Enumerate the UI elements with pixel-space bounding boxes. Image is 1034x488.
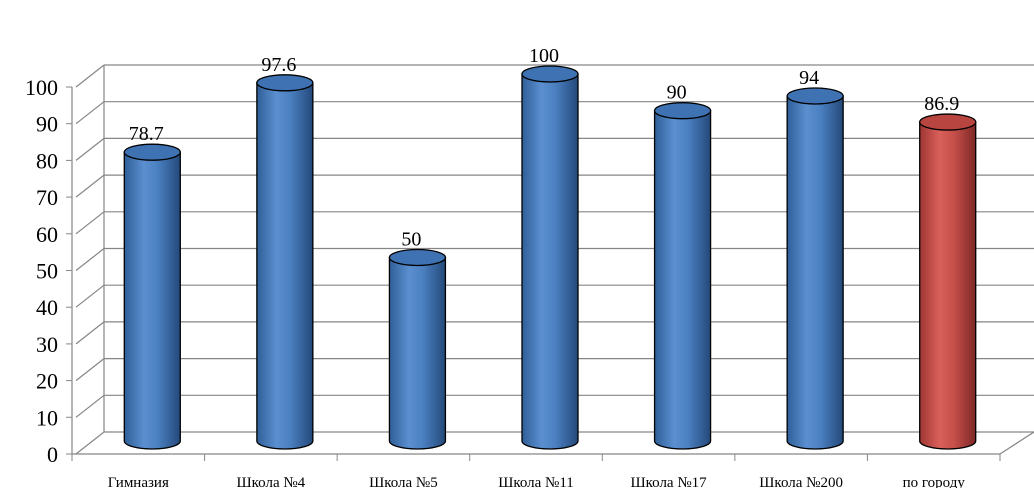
bar-top — [786, 87, 844, 105]
data-label: 86.9 — [924, 93, 959, 115]
data-label: 100 — [529, 45, 559, 67]
bar-body — [919, 121, 977, 450]
category-label: Школа №4 — [237, 475, 306, 488]
gridline-side — [75, 321, 105, 345]
bar-body — [256, 82, 314, 450]
category-label: Школа №200 — [759, 475, 843, 488]
y-tick-label: 50 — [36, 259, 58, 284]
y-tick-label: 20 — [36, 369, 58, 394]
bar — [388, 248, 447, 450]
data-label: 97.6 — [261, 54, 296, 76]
bar-top — [256, 74, 314, 92]
bar-body — [786, 95, 844, 450]
bar-top — [521, 65, 579, 83]
gridline-side — [75, 137, 105, 161]
labels: 010203040506070809010078.7Гимназия№197.6… — [25, 45, 965, 488]
bar-top — [388, 248, 447, 267]
bar — [919, 113, 977, 450]
data-label: 78.7 — [129, 123, 164, 145]
bar — [521, 65, 579, 450]
axes — [66, 65, 1034, 461]
category-label: Школа №17 — [630, 475, 707, 488]
data-label: 90 — [667, 82, 687, 104]
bar-body — [388, 256, 447, 450]
data-label: 50 — [401, 229, 421, 251]
y-tick-label: 80 — [36, 148, 58, 173]
bar-body — [521, 73, 579, 450]
gridline-side — [75, 64, 105, 88]
y-tick-label: 90 — [36, 112, 58, 137]
data-label: 94 — [799, 67, 819, 89]
bar-top — [123, 143, 181, 161]
category-label: Гимназия — [108, 475, 169, 488]
gridline-side — [75, 358, 105, 382]
gridline-side — [75, 284, 105, 308]
category-label: Школа №5 — [369, 475, 438, 488]
bar-body — [123, 151, 181, 450]
category-label: Школа №11 — [498, 475, 574, 488]
bar-top — [653, 102, 712, 120]
bar — [786, 87, 844, 450]
bar — [653, 102, 712, 450]
gridline-side — [75, 101, 105, 125]
y-tick-label: 0 — [47, 442, 58, 467]
category-label: по городу — [903, 475, 966, 488]
floor-right-edge — [999, 431, 1034, 455]
gridline-side — [75, 394, 105, 418]
bar — [256, 74, 314, 450]
gridline-side — [75, 431, 105, 455]
y-tick-label: 70 — [36, 185, 58, 210]
y-tick-label: 60 — [36, 222, 58, 247]
y-tick-label: 100 — [25, 75, 58, 100]
bar-top — [919, 113, 977, 131]
y-tick-label: 40 — [36, 295, 58, 320]
y-tick-label: 30 — [36, 332, 58, 357]
gridline-side — [75, 248, 105, 271]
bars — [123, 65, 977, 450]
y-tick-label: 10 — [36, 405, 58, 430]
gridline-side — [75, 211, 105, 235]
gridline-side — [75, 174, 105, 198]
bar — [123, 143, 181, 450]
bar-body — [653, 110, 712, 450]
